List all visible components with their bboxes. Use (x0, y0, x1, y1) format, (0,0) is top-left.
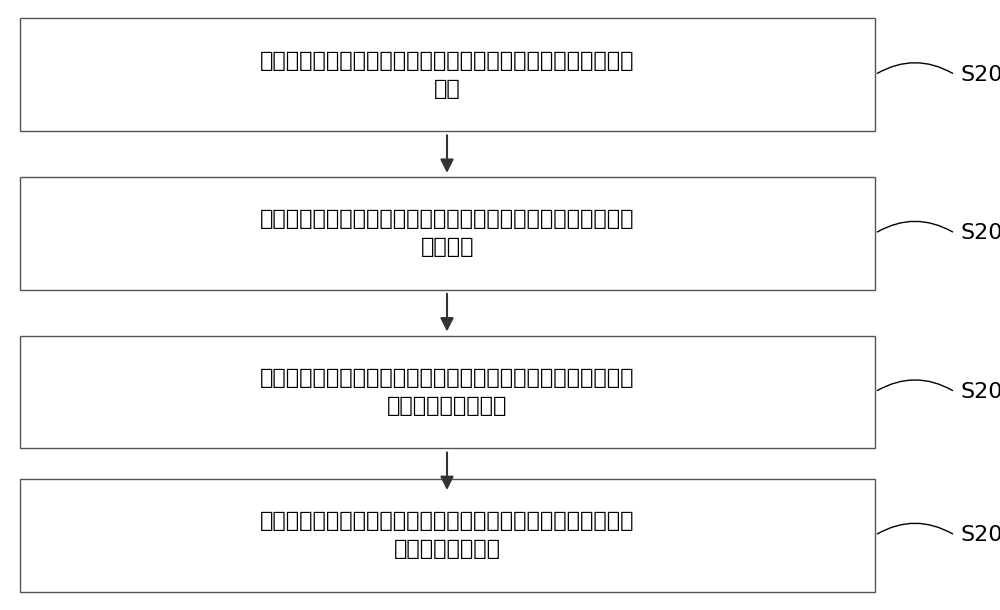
Text: S201: S201 (960, 65, 1000, 85)
Text: 根据所述工作参数确定所述待监控医疗设备的各检测项目对应的
功能参数: 根据所述工作参数确定所述待监控医疗设备的各检测项目对应的 功能参数 (260, 209, 635, 257)
Bar (20, 18, 875, 131)
Text: S204: S204 (960, 525, 1000, 545)
Text: S203: S203 (960, 382, 1000, 402)
Bar (20, 177, 875, 290)
Bar (20, 336, 875, 448)
Text: 根据所述各检测项目在预设时间段内的使用时长，对所述待监控
医疗设备进行调配: 根据所述各检测项目在预设时间段内的使用时长，对所述待监控 医疗设备进行调配 (260, 511, 635, 559)
Bar (20, 479, 875, 592)
Text: 基于待监控医疗设备的通信接口提取所述待监控医疗设备的工作
参数: 基于待监控医疗设备的通信接口提取所述待监控医疗设备的工作 参数 (260, 51, 635, 99)
Text: S202: S202 (960, 223, 1000, 243)
Text: 根据所述工作参数确定所述各功能参数对应的各检测项目在预设
时间段内的使用时长: 根据所述工作参数确定所述各功能参数对应的各检测项目在预设 时间段内的使用时长 (260, 368, 635, 416)
